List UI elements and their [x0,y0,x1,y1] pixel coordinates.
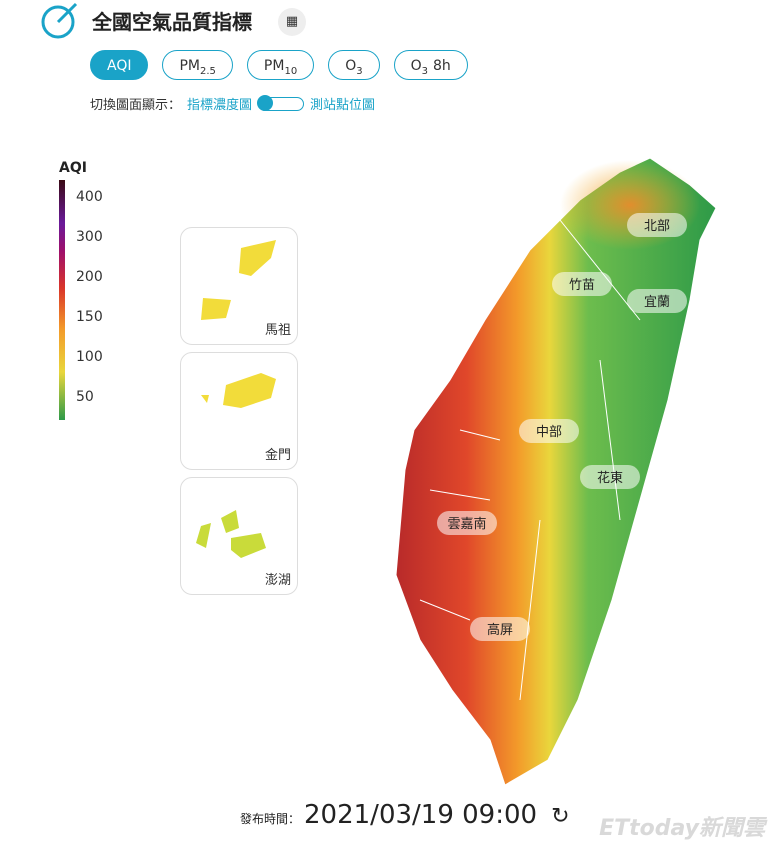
toggle-right[interactable]: 測站點位圖 [310,98,376,113]
region-label: 北部 [644,219,670,234]
region-pill [552,272,612,296]
legend-bar [59,180,65,420]
legend-tick-label: 400 [76,189,103,205]
tab-sub: 3 [421,65,428,77]
tab-main: PM [263,58,285,74]
toggle-left[interactable]: 指標濃度圖 [187,98,253,113]
region-pill [627,289,687,313]
toggle-label: 切換圖面顯示： [90,98,182,113]
region-pill [580,465,640,489]
logo [41,2,78,39]
tab[interactable]: O3 8h [393,50,468,80]
region-label: 花東 [597,470,623,486]
legend-tick-label: 300 [76,229,103,245]
region-label: 宜蘭 [644,294,670,310]
tab[interactable]: AQI [90,50,149,80]
tab-sub: 3 [356,65,363,77]
tab-main: AQI [107,58,132,74]
tab-main: O [345,58,357,74]
county-borders [419,219,641,701]
tab-sub: 10 [284,65,298,77]
region-label: 竹苗 [569,278,595,293]
taiwan-map [395,157,717,786]
tab-suffix: 8h [433,58,451,74]
region-pill [627,213,687,237]
north-overlay [560,160,700,250]
inset-penghu: 澎湖 [180,477,298,595]
region-pill [519,419,579,443]
toggle: 切換圖面顯示： 指標濃度圖 測站點位圖 [90,94,375,113]
inset-label: 金門 [264,448,291,463]
region-label: 中部 [536,425,562,440]
inset-kinmen: 金門 [180,352,298,470]
switch[interactable] [257,94,305,111]
tab-main: O [410,58,422,74]
tab-sub: 2.5 [200,65,216,77]
legend-tick-label: 150 [76,309,103,325]
tab[interactable]: PM10 [246,50,315,80]
title: 全國空氣品質指標 [92,10,252,34]
legend-tick-label: 100 [76,349,103,365]
region-label: 雲嘉南 [447,516,486,532]
legend-title: AQI [59,160,87,176]
footer: 發布時間： 2021/03/19 09:00 ↻ [240,800,570,830]
inset-matsu: 馬祖 [180,227,298,345]
publish-time: 2021/03/19 09:00 [304,800,538,830]
region-pill [437,511,497,535]
tab[interactable]: O3 [328,50,380,80]
tab-main: PM [179,58,201,74]
calculator-button[interactable]: ▦ [278,8,306,36]
refresh-button[interactable]: ↻ [551,804,570,829]
legend-tick-label: 50 [76,389,94,405]
region-label: 高屏 [487,622,513,638]
tabs: AQI PM2.5 PM10 O3 O3 8h [90,50,468,80]
tab[interactable]: PM2.5 [162,50,233,80]
legend-tick-label: 200 [76,269,103,285]
publish-label: 發布時間： [240,812,301,826]
inset-label: 馬祖 [264,323,291,338]
inset-label: 澎湖 [264,573,291,588]
watermark: ETtoday新聞雲 [599,816,765,841]
region-pill [470,617,530,641]
